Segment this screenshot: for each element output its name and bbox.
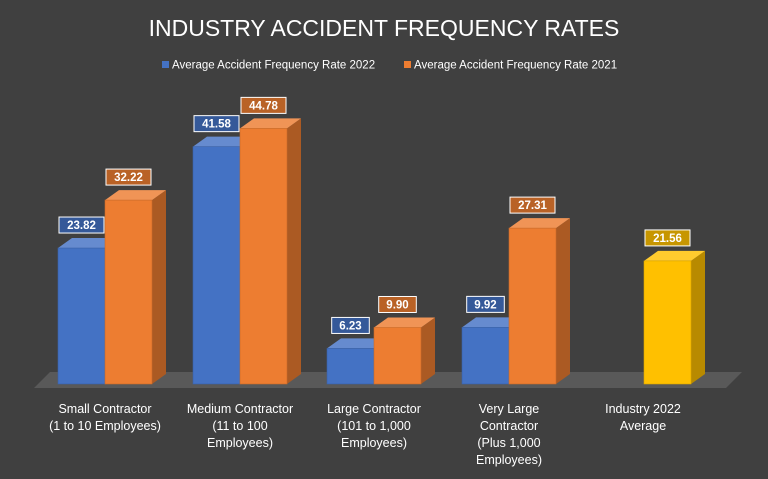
bar-top — [462, 317, 523, 328]
data-label-1-2: 32.22 — [105, 168, 152, 186]
bar-4-series-2 — [508, 218, 570, 385]
chart-title: INDUSTRY ACCIDENT FREQUENCY RATES — [149, 15, 620, 41]
data-label-text: 21.56 — [653, 233, 682, 245]
legend: Average Accident Frequency Rate 2022 Aver… — [162, 60, 617, 72]
bar-top — [644, 250, 705, 261]
data-label-3-1: 6.23 — [331, 316, 370, 334]
bar-front — [57, 247, 106, 385]
bar-front — [104, 199, 153, 385]
bar-front — [192, 146, 241, 385]
data-label-box — [240, 96, 287, 114]
data-label-text: 9.92 — [474, 299, 496, 311]
data-label-box — [378, 295, 417, 313]
data-label-text: 9.90 — [386, 299, 408, 311]
data-label-box — [193, 115, 240, 133]
legend-label-1: Average Accident Frequency Rate 2022 — [172, 60, 375, 72]
data-label-2-1: 41.58 — [193, 115, 240, 133]
bar-5-series-3 — [643, 250, 705, 385]
data-label-box — [58, 216, 105, 234]
data-label-box — [331, 316, 370, 334]
bar-side — [556, 218, 570, 384]
bar-front — [508, 227, 557, 385]
bar-top — [58, 238, 119, 249]
bar-side — [287, 118, 301, 385]
data-label-4-2: 27.31 — [509, 196, 556, 214]
bar-top — [193, 136, 254, 147]
bar-2-series-2 — [239, 118, 301, 385]
bar-top — [327, 338, 388, 349]
bar-front — [461, 327, 510, 385]
legend-swatch-1 — [162, 61, 169, 68]
data-label-1-1: 23.82 — [58, 216, 105, 234]
data-label-box — [644, 229, 691, 247]
category-label-5: Industry 2022 Average — [605, 402, 681, 433]
legend-swatch-2 — [404, 61, 411, 68]
bar-top — [105, 190, 166, 201]
category-label-1: Small Contractor (1 to 10 Employees) — [49, 402, 161, 433]
legend-label-2: Average Accident Frequency Rate 2021 — [414, 60, 617, 72]
bar-3-series-2 — [373, 317, 435, 385]
data-label-text: 32.22 — [114, 172, 143, 184]
data-label-2-2: 44.78 — [240, 96, 287, 114]
bar-side — [421, 317, 435, 384]
data-label-text: 23.82 — [67, 220, 96, 232]
data-labels-group: 23.82 32.22 41.58 44.78 6.23 9.90 9.92 27.31 21.… — [58, 96, 691, 334]
data-label-4-1: 9.92 — [466, 295, 505, 313]
category-labels-group: Small Contractor (1 to 10 Employees) Mediu… — [49, 402, 681, 467]
bar-side — [691, 250, 705, 384]
data-label-5-3: 21.56 — [644, 229, 691, 247]
category-label-4: Very Large Contractor (Plus 1,000 Employees… — [476, 402, 542, 467]
bar-front — [643, 260, 692, 385]
bar-front — [239, 128, 288, 385]
category-label-3: Large Contractor (101 to 1,000 Employees) — [327, 402, 421, 450]
bar-front — [373, 327, 422, 385]
bar-top — [240, 118, 301, 129]
bar-1-series-2 — [104, 190, 166, 385]
data-label-text: 6.23 — [339, 320, 361, 332]
bar-top — [509, 218, 570, 229]
bars-group — [57, 118, 705, 385]
data-label-text: 27.31 — [518, 200, 547, 212]
bar-side — [152, 190, 166, 384]
data-label-3-2: 9.90 — [378, 295, 417, 313]
data-label-text: 44.78 — [249, 100, 278, 112]
data-label-box — [509, 196, 556, 214]
category-label-2: Medium Contractor (11 to 100 Employees) — [187, 402, 293, 450]
bar-front — [326, 348, 375, 385]
bar-top — [374, 317, 435, 328]
data-label-box — [105, 168, 152, 186]
data-label-box — [466, 295, 505, 313]
data-label-text: 41.58 — [202, 119, 231, 131]
